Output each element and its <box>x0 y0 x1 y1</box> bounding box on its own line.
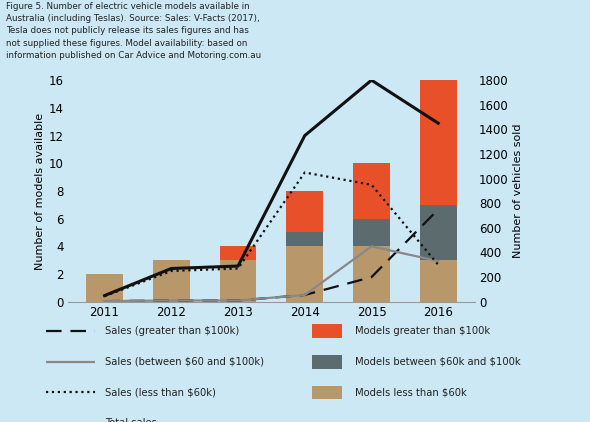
Text: Figure 5. Number of electric vehicle models available in
Australia (including Te: Figure 5. Number of electric vehicle mod… <box>6 2 261 60</box>
Text: Sales (between \$60 and \$100k): Sales (between \$60 and \$100k) <box>106 357 264 367</box>
Text: Sales (greater than \$100k): Sales (greater than \$100k) <box>106 326 240 336</box>
Text: Models greater than \$100k: Models greater than \$100k <box>355 326 490 336</box>
Bar <box>420 260 457 302</box>
Text: Total sales: Total sales <box>106 418 158 422</box>
Y-axis label: Number of models available: Number of models available <box>35 112 44 270</box>
Bar <box>219 260 257 302</box>
Bar <box>286 233 323 246</box>
FancyBboxPatch shape <box>312 386 342 399</box>
Bar <box>286 191 323 233</box>
Text: Models less than \$60k: Models less than \$60k <box>355 387 467 398</box>
Y-axis label: Number of vehicles sold: Number of vehicles sold <box>513 124 523 258</box>
Bar <box>420 80 457 205</box>
Bar <box>420 205 457 260</box>
Bar <box>353 246 390 302</box>
Text: Sales (less than \$60k): Sales (less than \$60k) <box>106 387 217 398</box>
Bar <box>353 219 390 246</box>
FancyBboxPatch shape <box>312 325 342 338</box>
Bar <box>86 274 123 302</box>
Text: Models between \$60k and \$100k: Models between \$60k and \$100k <box>355 357 521 367</box>
Bar <box>286 246 323 302</box>
Bar <box>353 163 390 219</box>
Bar <box>153 260 189 302</box>
FancyBboxPatch shape <box>312 355 342 369</box>
Bar <box>219 246 257 260</box>
